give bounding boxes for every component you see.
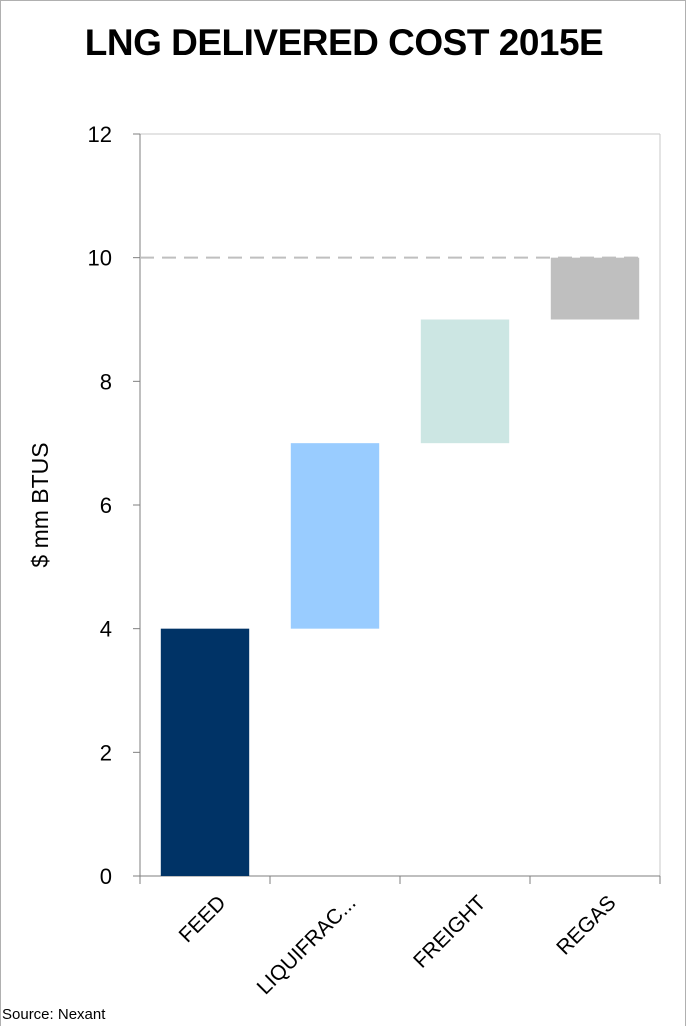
x-tick-label: FREIGHT bbox=[409, 891, 491, 973]
y-tick-label: 8 bbox=[100, 369, 112, 394]
y-tick-label: 2 bbox=[100, 740, 112, 765]
y-tick-label: 0 bbox=[100, 864, 112, 889]
bar-liquifrac bbox=[291, 443, 379, 628]
x-tick-label: LIQUIFRAC... bbox=[253, 891, 361, 999]
y-tick-label: 4 bbox=[100, 617, 112, 642]
source-note: Source: Nexant bbox=[2, 1006, 105, 1023]
bar-feed bbox=[161, 629, 249, 876]
bar-regas bbox=[551, 258, 639, 320]
y-tick-label: 10 bbox=[88, 246, 112, 271]
x-tick-label: FEED bbox=[175, 891, 231, 947]
y-axis-label: $ mm BTUS bbox=[27, 442, 53, 567]
y-tick-label: 12 bbox=[88, 122, 112, 147]
bar-freight bbox=[421, 320, 509, 444]
x-tick-label: REGAS bbox=[552, 891, 620, 959]
y-tick-label: 6 bbox=[100, 493, 112, 518]
